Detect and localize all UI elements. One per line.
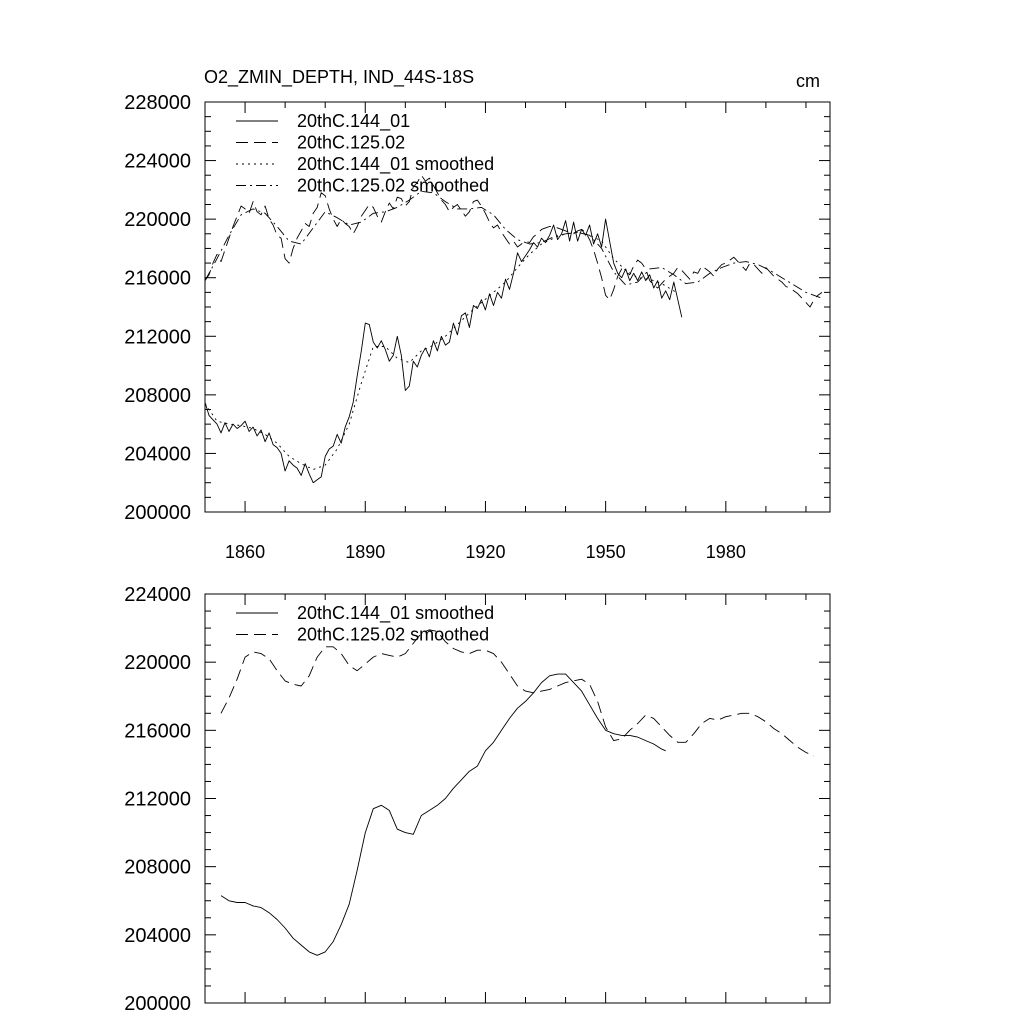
legend-label: 20thC.125.02 smoothed xyxy=(297,176,489,196)
x-tick-label: 1980 xyxy=(706,542,746,562)
y-tick-label: 200000 xyxy=(124,993,191,1015)
y-tick-label: 216000 xyxy=(124,268,191,290)
x-tick-label: 1950 xyxy=(586,542,626,562)
series-line-4 xyxy=(204,190,823,299)
legend-label: 20thC.144_01 smoothed xyxy=(297,154,494,175)
y-tick-label: 204000 xyxy=(124,443,191,465)
top-line-chart: O2_ZMIN_DEPTH, IND_44S-18S cm 1860 1890 19… xyxy=(124,67,831,562)
legend-label: 20thC.144_01 smoothed xyxy=(297,603,494,624)
series-line-1 xyxy=(220,673,666,956)
legend-label: 20thC.125.02 xyxy=(297,133,405,153)
x-tick-label: 1890 xyxy=(345,542,385,562)
chart-title: O2_ZMIN_DEPTH, IND_44S-18S xyxy=(204,67,474,88)
y-tick-label: 212000 xyxy=(124,326,191,348)
y-tick-label: 220000 xyxy=(124,652,191,674)
series-line-2 xyxy=(220,629,815,757)
y-tick-label: 216000 xyxy=(124,720,191,742)
legend-label: 20thC.125.02 smoothed xyxy=(297,625,489,645)
y-tick-label: 208000 xyxy=(124,857,191,879)
bottom-line-chart: 200000 204000 208000 212000 216000 220000 2240… xyxy=(124,584,831,1015)
y-tick-label: 200000 xyxy=(124,502,191,524)
series-line-3 xyxy=(204,231,678,470)
y-tick-label: 228000 xyxy=(124,92,191,114)
y-tick-label: 204000 xyxy=(124,925,191,947)
x-tick-label: 1860 xyxy=(225,542,265,562)
y-tick-label: 224000 xyxy=(124,151,191,173)
series-line-2 xyxy=(204,174,823,308)
y-tick-label: 220000 xyxy=(124,209,191,231)
plot-frame xyxy=(204,593,831,1004)
y-tick-label: 208000 xyxy=(124,385,191,407)
legend-label: 20thC.144_01 xyxy=(297,111,410,132)
units-label: cm xyxy=(796,71,820,91)
x-tick-label: 1920 xyxy=(465,542,505,562)
y-tick-label: 224000 xyxy=(124,584,191,606)
y-tick-label: 212000 xyxy=(124,789,191,811)
